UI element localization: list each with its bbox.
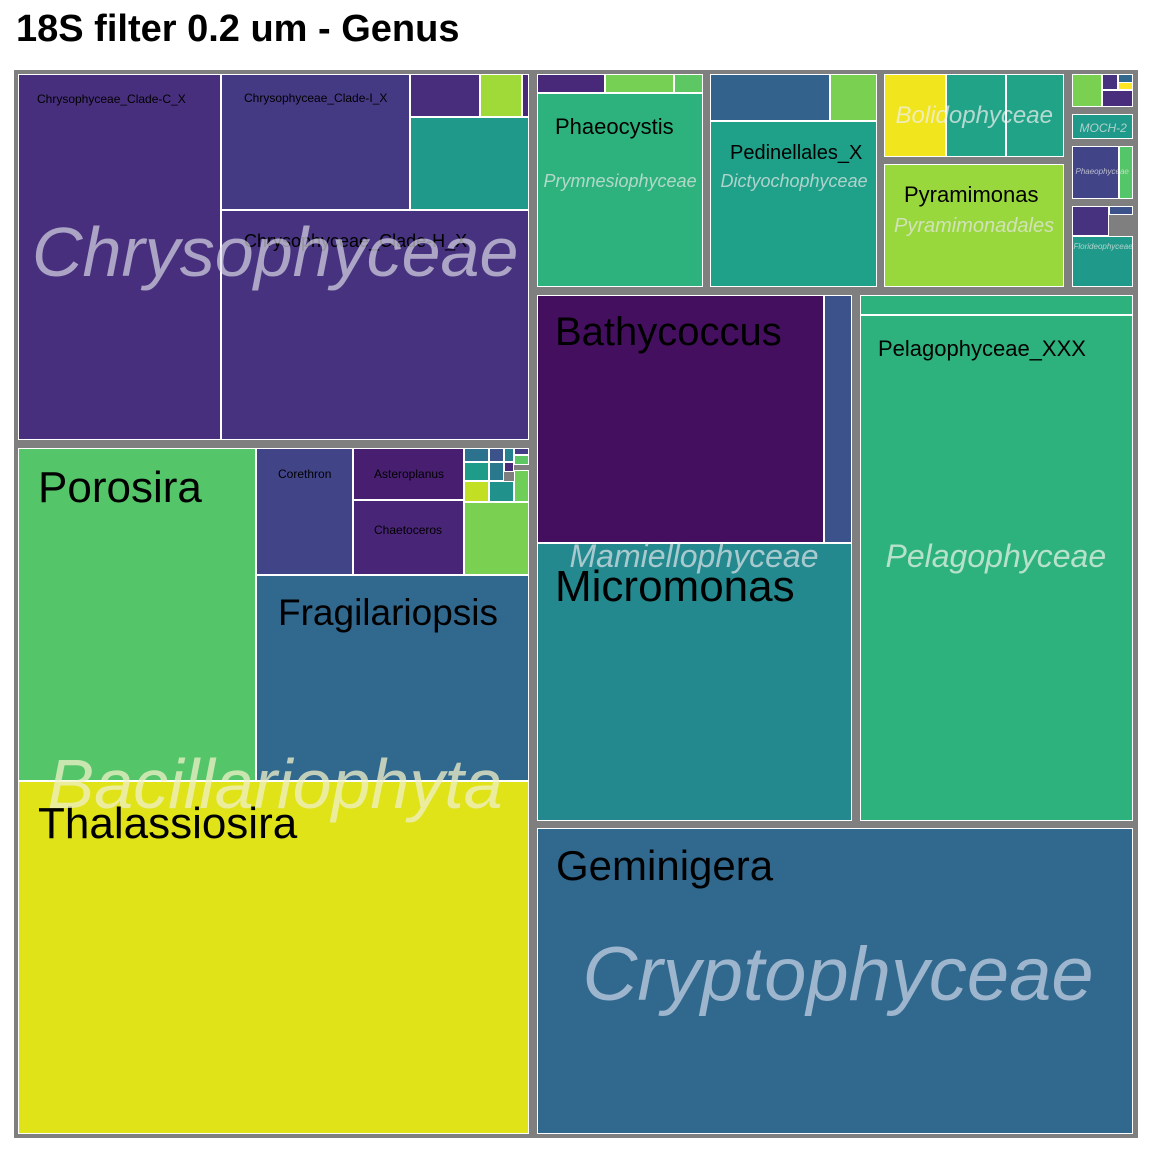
cell-bolidophyceae-small-3 [1006,74,1064,157]
cell-chrysophyceae-small-2 [480,74,522,117]
class-label-pyramimonadales: Pyramimonadales [894,215,1055,237]
cell-bacillariophyta-small-2 [489,448,504,462]
class-label-mamiellophyceae: Mamiellophyceae [569,538,819,574]
genus-label-porosira: Porosira [38,463,202,512]
genus-label-chrysophyceae-clade-c-x: Chrysophyceae_Clade-C_X [37,92,186,106]
genus-label-bathycoccus: Bathycoccus [555,310,782,354]
chart-title: 18S filter 0.2 um - Genus [16,8,460,50]
cell-prymnesiophyceae-small-1 [537,74,605,93]
genus-label-chrysophyceae-clade-h-x: Chrysophyceae_Clade-H_X [244,231,468,251]
cell-prymnesiophyceae-small-2 [605,74,674,93]
cell-bacillariophyta-small-1 [464,448,489,462]
cell-mamiellophyceae-small [824,295,852,543]
cell-right-small-2 [1102,74,1118,90]
class-label-pelagophyceae: Pelagophyceae [885,538,1107,574]
class-label-phaeophyceae: Phaeophyceae [1075,167,1129,176]
cell-chrysophyceae-clade-h-x [221,210,529,440]
class-label-bacillariophyta: Bacillariophyta [47,745,503,823]
cell-pelagophyceae-xxx [860,315,1133,821]
genus-label-chaetoceros: Chaetoceros [374,523,443,537]
treemap-area: Chrysophyceae_Clade-C_X Chrysophyceae_Cla… [14,70,1138,1138]
cell-chrysophyceae-clade-i-x [221,74,410,210]
cell-bacillariophyta-small-4 [514,448,529,455]
cell-bacillariophyta-small-7 [504,462,514,472]
cell-florideophyceae-1 [1072,206,1109,236]
class-label-moch-2: MOCH-2 [1079,121,1127,135]
cell-chrysophyceae-small-3 [522,74,529,117]
cell-pedinellales-x [710,121,877,287]
cell-bacillariophyta-small-8 [514,455,529,465]
cell-bolidophyceae-small-2 [946,74,1006,157]
cell-florideophyceae-2 [1109,206,1133,215]
cell-phaeophyceae-1 [1072,146,1119,199]
cell-porosira [18,448,256,781]
cell-fragilariopsis [256,575,529,781]
cell-geminigera [537,828,1133,1134]
class-label-florideophyceae: Florideophyceae [1073,242,1133,251]
cell-asteroplanus [353,448,464,500]
genus-label-pyramimonas: Pyramimonas [904,182,1039,207]
cell-dictyochophyceae-small-1 [710,74,830,121]
cell-pyramimonas [884,164,1064,287]
genus-label-asteroplanus: Asteroplanus [374,467,445,481]
cell-bacillariophyta-small-3 [504,448,514,462]
cell-bacillariophyta-small-5 [464,462,489,481]
genus-label-phaeocystis: Phaeocystis [555,114,674,139]
cell-phaeocystis [537,93,703,287]
cell-bacillariophyta-small-10 [489,481,514,502]
genus-label-geminigera: Geminigera [556,842,774,889]
cell-right-small-5 [1102,90,1133,107]
cell-pelagophyceae-small [860,295,1133,315]
class-label-chrysophyceae: Chrysophyceae [32,213,519,291]
genus-label-micromonas: Micromonas [555,562,795,611]
cell-bathycoccus [537,295,824,543]
cell-micromonas [537,543,852,821]
genus-label-pelagophyceae-xxx: Pelagophyceae_XXX [878,336,1086,361]
cell-corethron [256,448,353,575]
cell-chrysophyceae-small-4 [410,117,529,210]
cell-dictyochophyceae-small-2 [830,74,877,121]
cell-phaeophyceae-2 [1119,146,1133,199]
genus-label-chrysophyceae-clade-i-x: Chrysophyceae_Clade-I_X [244,91,388,105]
class-label-cryptophyceae: Cryptophyceae [582,932,1094,1017]
genus-label-pedinellales-x: Pedinellales_X [730,142,863,164]
cell-bacillariophyta-small-11 [514,470,529,502]
cell-right-small-4 [1118,82,1133,90]
cell-moch-2 [1072,114,1133,139]
cell-chrysophyceae-clade-c-x [18,74,221,440]
genus-label-fragilariopsis: Fragilariopsis [278,592,499,633]
cell-bolidophyceae-small-1 [884,74,946,157]
genus-label-corethron: Corethron [278,467,332,481]
cell-prymnesiophyceae-small-3 [674,74,703,93]
cell-bacillariophyta-small-6 [489,462,504,481]
cell-bacillariophyta-small-12 [464,502,529,575]
cell-thalassiosira [18,781,529,1134]
genus-label-thalassiosira: Thalassiosira [38,799,298,848]
cell-florideophyceae-3 [1072,236,1133,287]
class-label-prymnesiophyceae: Prymnesiophyceae [543,171,697,191]
cell-bacillariophyta-small-9 [464,481,489,502]
cell-right-small-1 [1072,74,1102,107]
cell-chrysophyceae-small-1 [410,74,480,117]
cell-chaetoceros [353,500,464,575]
class-label-bolidophyceae: Bolidophyceae [895,102,1053,129]
class-label-dictyochophyceae: Dictyochophyceae [720,171,868,191]
